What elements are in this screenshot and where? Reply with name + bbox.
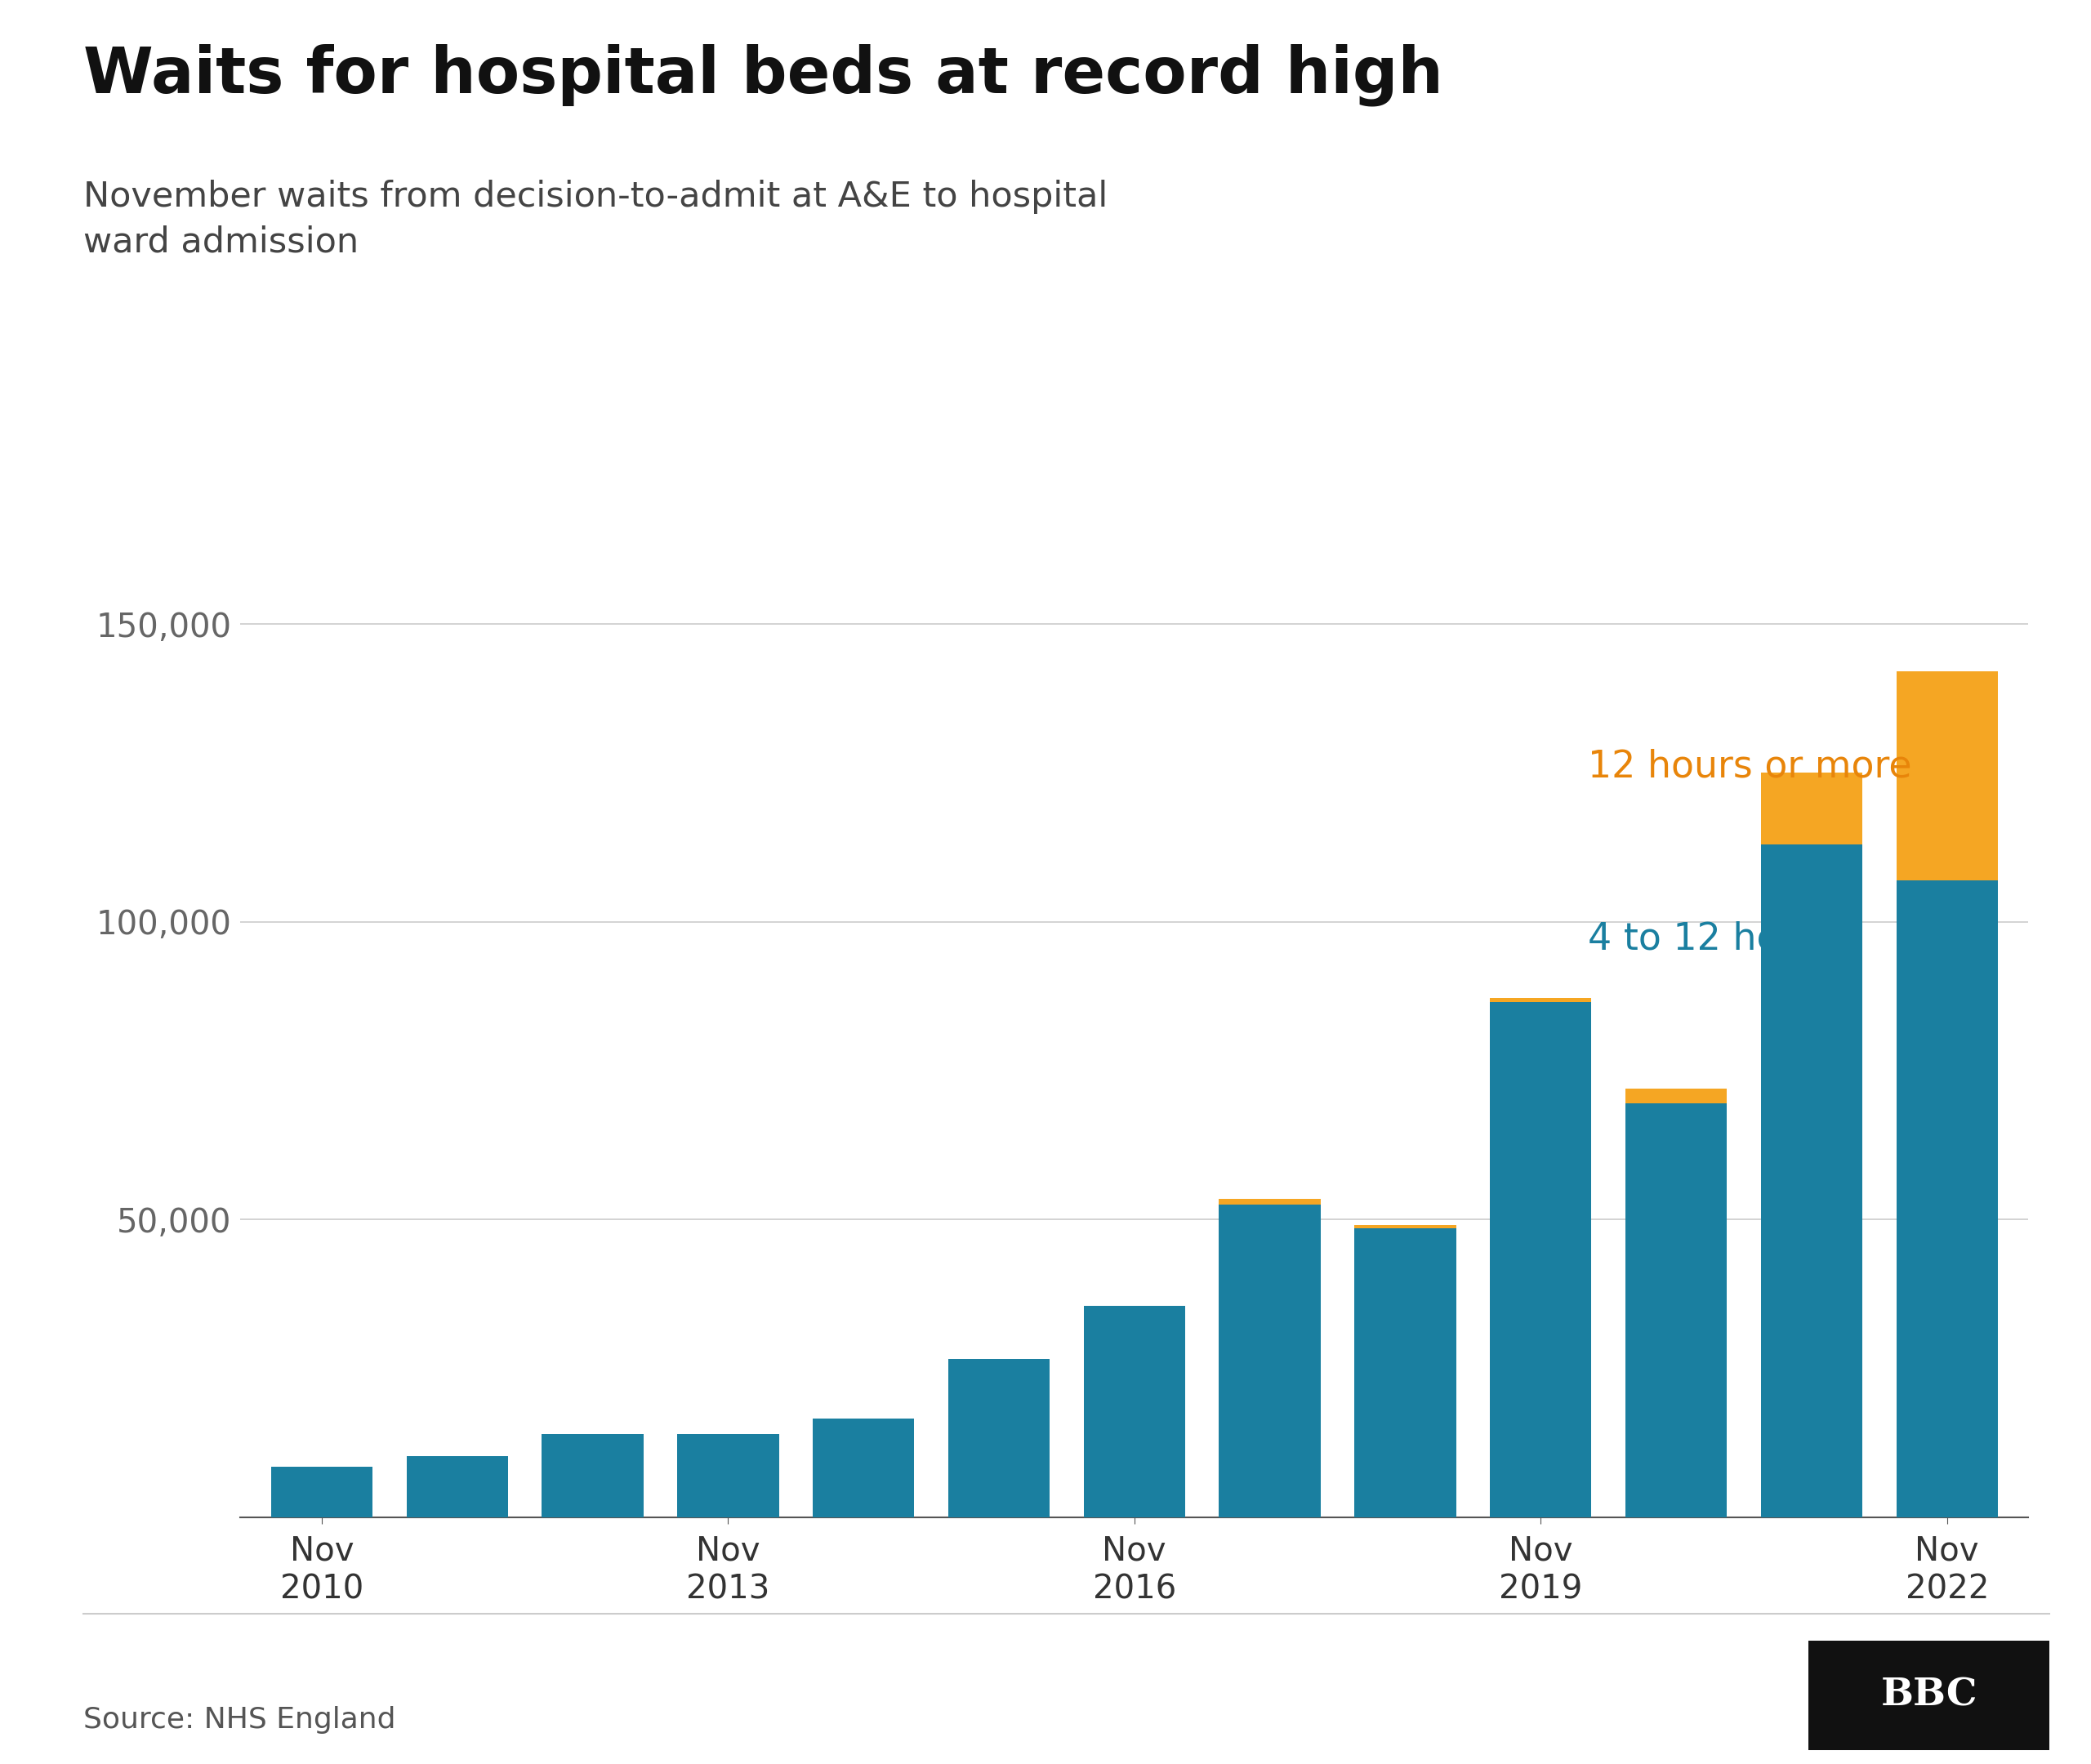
Bar	[1897, 672, 1997, 880]
Bar	[406, 1457, 508, 1517]
Bar	[813, 1418, 914, 1517]
Bar	[947, 1360, 1050, 1517]
Bar	[1219, 1205, 1322, 1517]
Text: November waits from decision-to-admit at A&E to hospital
ward admission: November waits from decision-to-admit at…	[84, 180, 1108, 259]
Bar	[1219, 1200, 1322, 1205]
Text: 12 hours or more: 12 hours or more	[1587, 748, 1911, 785]
Text: Waits for hospital beds at record high: Waits for hospital beds at record high	[84, 44, 1443, 106]
Text: BBC: BBC	[1880, 1676, 1978, 1715]
Bar	[542, 1434, 644, 1517]
Text: Source: NHS England: Source: NHS England	[84, 1706, 395, 1734]
Bar	[1761, 845, 1863, 1517]
Bar	[1491, 1002, 1591, 1517]
Bar	[1625, 1102, 1727, 1517]
Text: 4 to 12 hours: 4 to 12 hours	[1587, 921, 1838, 958]
Bar	[272, 1466, 372, 1517]
Bar	[1355, 1226, 1455, 1228]
Bar	[1355, 1228, 1455, 1517]
Bar	[677, 1434, 778, 1517]
Bar	[1625, 1088, 1727, 1102]
Bar	[1761, 773, 1863, 845]
Bar	[1491, 998, 1591, 1002]
Bar	[1083, 1305, 1186, 1517]
Bar	[1897, 880, 1997, 1517]
